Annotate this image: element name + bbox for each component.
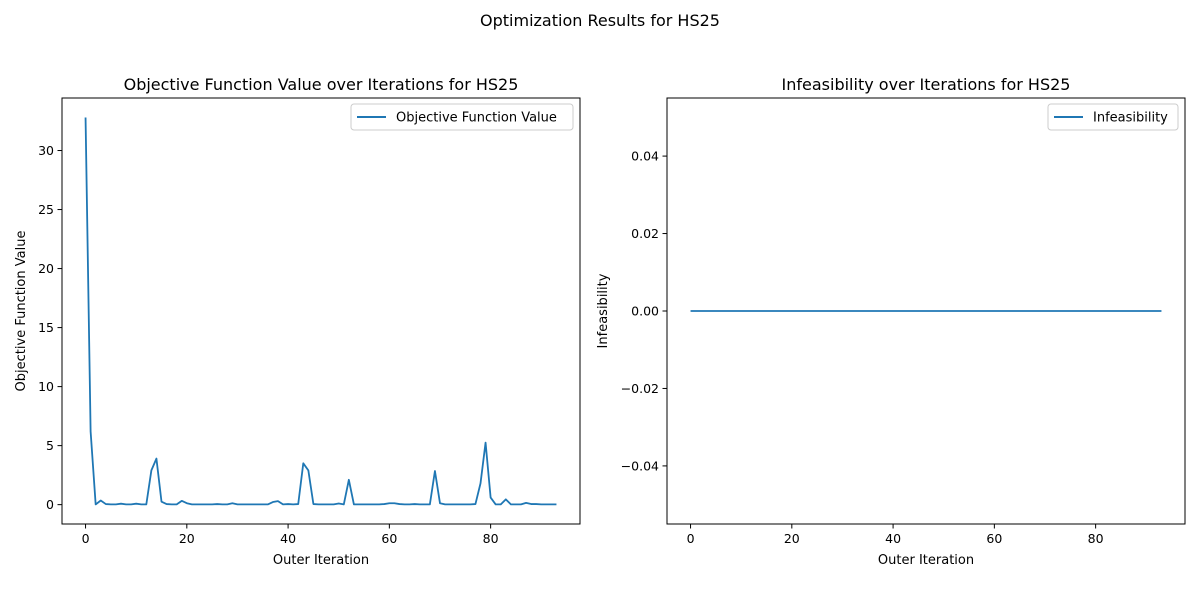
objective-y-tick-label: 20: [38, 261, 54, 276]
objective-series-line: [84, 117, 557, 506]
objective-legend: Objective Function Value: [350, 103, 574, 131]
objective-legend-label: Objective Function Value: [396, 111, 557, 126]
infeasibility-y-tick-label: 0.00: [631, 304, 659, 319]
infeasibility-plot-area: 0 20 40 60 80 −0.04 −0.02 0.00 0.02 0.04: [621, 97, 1186, 546]
infeasibility-y-tick-label: −0.04: [621, 458, 659, 473]
infeasibility-x-tick-label: 20: [784, 531, 800, 546]
infeasibility-legend-label: Infeasibility: [1093, 111, 1168, 126]
infeasibility-x-tick-label: 60: [986, 531, 1002, 546]
infeasibility-x-tick-label: 0: [687, 531, 695, 546]
objective-y-tick-label: 30: [38, 143, 54, 158]
infeasibility-y-axis-label: Infeasibility: [596, 273, 611, 348]
objective-x-axis-label: Outer Iteration: [273, 553, 369, 568]
objective-plot-area: 0 20 40 60 80 0 5 10 15 20 25 30: [38, 97, 581, 546]
infeasibility-legend: Infeasibility: [1047, 103, 1179, 131]
figure-suptitle: Optimization Results for HS25: [480, 11, 720, 30]
infeasibility-legend-box: [1047, 103, 1179, 131]
objective-y-axis-label: Objective Function Value: [14, 231, 29, 392]
objective-x-tick-label: 80: [483, 531, 499, 546]
objective-x-tick-label: 40: [280, 531, 296, 546]
infeasibility-x-tick-label: 40: [885, 531, 901, 546]
objective-axes-frame: [61, 97, 581, 525]
objective-chart-panel: Objective Function Value over Iterations…: [14, 75, 581, 568]
objective-y-tick-label: 5: [46, 438, 54, 453]
infeasibility-x-axis-label: Outer Iteration: [878, 553, 974, 568]
objective-x-tick-label: 20: [179, 531, 195, 546]
infeasibility-x-tick-label: 80: [1088, 531, 1104, 546]
objective-x-tick-label: 60: [381, 531, 397, 546]
objective-y-tick-label: 0: [46, 497, 54, 512]
objective-chart-title: Objective Function Value over Iterations…: [124, 75, 519, 94]
infeasibility-chart-title: Infeasibility over Iterations for HS25: [782, 75, 1071, 94]
infeasibility-chart-panel: Infeasibility over Iterations for HS25 O…: [596, 75, 1186, 568]
infeasibility-y-tick-label: 0.02: [631, 226, 659, 241]
infeasibility-y-tick-label: −0.02: [621, 381, 659, 396]
objective-y-tick-label: 15: [38, 320, 54, 335]
infeasibility-y-tick-label: 0.04: [631, 149, 659, 164]
objective-legend-box: [350, 103, 574, 131]
objective-y-tick-label: 25: [38, 202, 54, 217]
objective-x-tick-label: 0: [82, 531, 90, 546]
objective-y-tick-label: 10: [38, 379, 54, 394]
